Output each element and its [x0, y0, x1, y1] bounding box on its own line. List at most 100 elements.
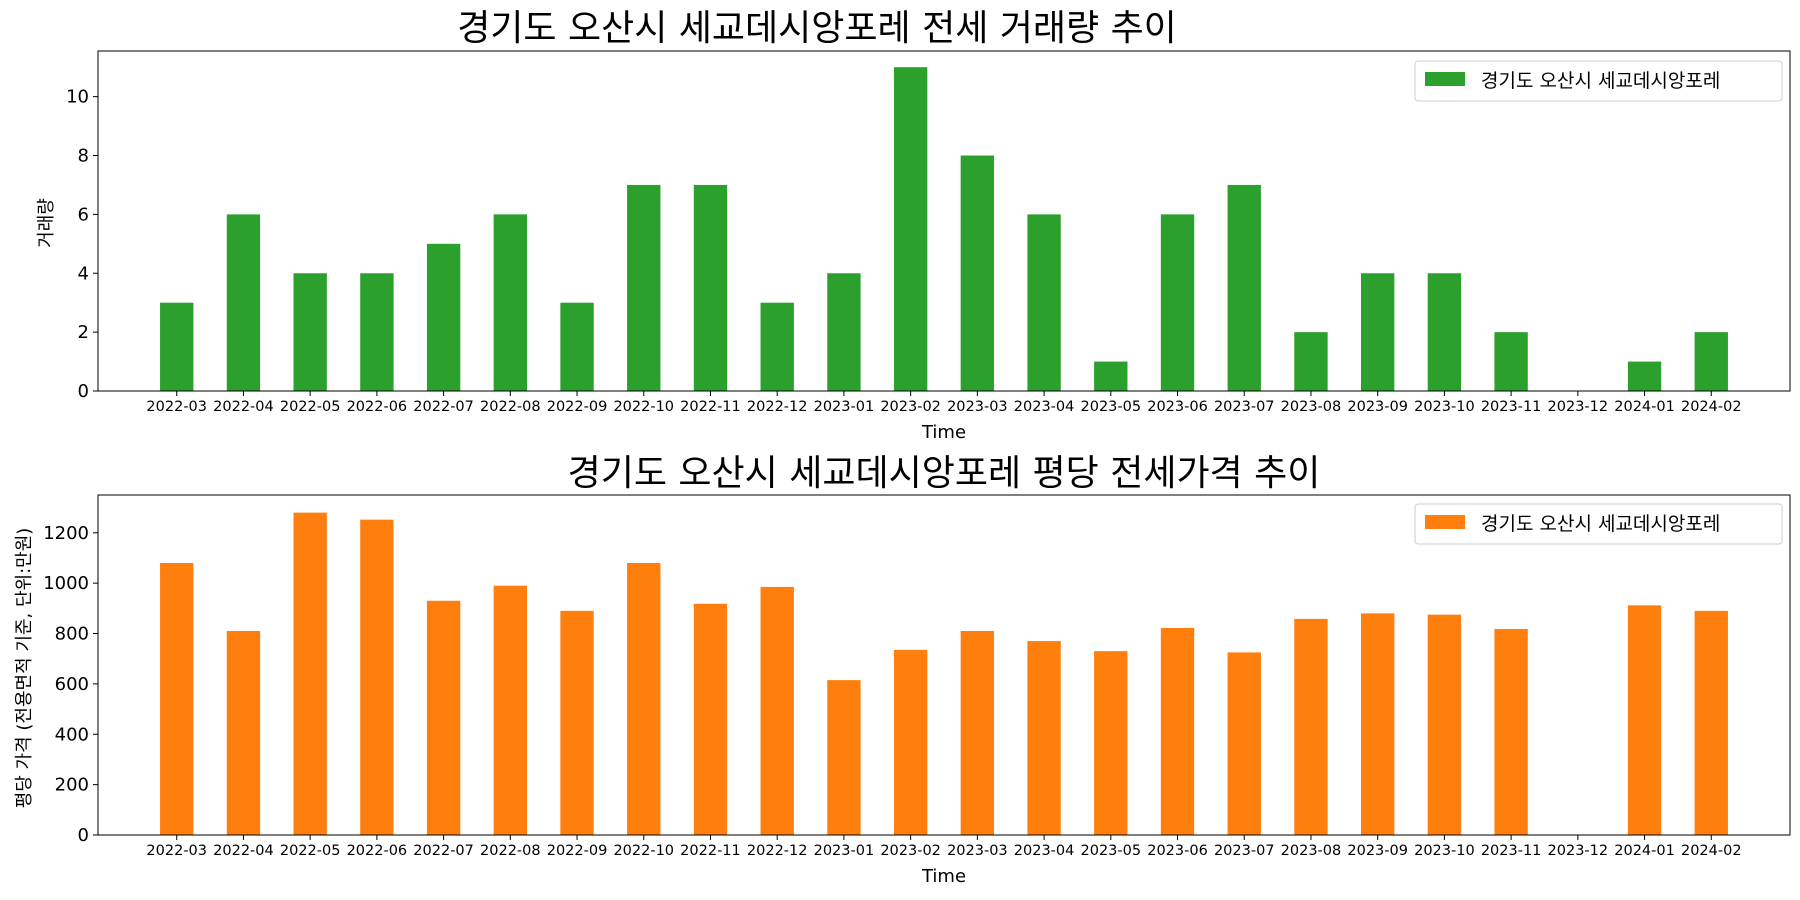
plot-area: 0 200 400 600 800 1000 1200 2022-03 2022-04 2022-… [43, 494, 1791, 859]
bar [1160, 627, 1195, 835]
x-tick-label: 2022-04 [213, 843, 274, 859]
bar [160, 563, 194, 835]
y-tick-label: 6 [78, 204, 89, 225]
x-tick-label: 2024-01 [1614, 843, 1675, 859]
bar [360, 273, 394, 391]
bar [293, 512, 327, 835]
y-tick-label: 0 [78, 825, 89, 846]
bar [560, 610, 594, 835]
y-tick-label: 200 [55, 775, 89, 796]
legend: 경기도 오산시 세교데시앙포레 [1414, 503, 1783, 545]
x-tick-label: 2023-11 [1481, 399, 1542, 415]
bar [760, 586, 794, 835]
x-tick-label: 2023-12 [1548, 843, 1609, 859]
legend-swatch [1425, 72, 1465, 86]
x-tick-label: 2022-10 [613, 843, 674, 859]
legend-label: 경기도 오산시 세교데시앙포레 [1481, 70, 1720, 92]
y-tick-label: 8 [78, 146, 89, 167]
bar [226, 214, 261, 391]
x-tick-label: 2023-05 [1081, 843, 1142, 859]
x-tick-label: 2024-01 [1614, 399, 1675, 415]
bar [160, 302, 194, 391]
bar [1694, 610, 1728, 835]
y-tick-label: 1000 [43, 573, 89, 594]
x-tick-label: 2023-09 [1347, 399, 1408, 415]
bar [1361, 273, 1395, 391]
x-tick-label: 2022-08 [480, 399, 541, 415]
bar [1694, 332, 1728, 391]
x-tick-label: 2023-05 [1081, 399, 1142, 415]
bar [1294, 332, 1328, 391]
x-tick-label: 2022-07 [413, 843, 474, 859]
x-tick-label: 2022-06 [347, 843, 408, 859]
x-tick-label: 2023-08 [1281, 399, 1342, 415]
x-tick-label: 2022-04 [213, 399, 274, 415]
bar [1627, 605, 1662, 835]
bar [627, 563, 661, 835]
x-tick-label: 2023-01 [814, 843, 875, 859]
x-tick-label: 2023-04 [1014, 843, 1075, 859]
volume-chart: 경기도 오산시 세교데시앙포레 전세 거래량 추이 Time 거래량 0 2 4 6 8… [36, 8, 1791, 443]
x-tick-label: 2022-08 [480, 843, 541, 859]
legend-label: 경기도 오산시 세교데시앙포레 [1481, 513, 1720, 535]
x-tick-label: 2022-03 [146, 843, 207, 859]
bar [426, 243, 461, 391]
x-tick-label: 2022-05 [280, 843, 341, 859]
y-axis-label: 평당 가격 (전용면적 기준, 단위:만원) [14, 528, 35, 809]
bar [693, 184, 728, 391]
x-tick-label: 2023-09 [1347, 843, 1408, 859]
bar [1094, 361, 1128, 391]
bar [760, 302, 794, 391]
y-tick-label: 2 [78, 322, 89, 343]
x-tick-label: 2023-01 [814, 399, 875, 415]
chart-title: 경기도 오산시 세교데시앙포레 평당 전세가격 추이 [568, 453, 1321, 494]
x-tick-label: 2023-06 [1147, 399, 1208, 415]
bar [360, 519, 394, 835]
x-tick-label: 2022-05 [280, 399, 341, 415]
y-tick-label: 600 [55, 674, 89, 695]
bar [960, 631, 995, 835]
bar [693, 603, 728, 835]
bar [1027, 641, 1061, 835]
legend-frame [1414, 60, 1783, 102]
y-tick-label: 10 [66, 87, 89, 108]
bar [1361, 613, 1395, 835]
bar [960, 155, 995, 391]
y-tick-label: 800 [55, 624, 89, 645]
bar [1227, 184, 1261, 391]
bar [1427, 273, 1462, 391]
x-tick-label: 2023-03 [947, 399, 1008, 415]
y-tick-label: 4 [78, 263, 89, 284]
bar [426, 600, 461, 835]
price-chart: 경기도 오산시 세교데시앙포레 평당 전세가격 추이 Time 평당 가격 (전… [14, 453, 1791, 887]
bar [827, 273, 861, 391]
x-tick-label: 2023-11 [1481, 843, 1542, 859]
x-tick-label: 2023-12 [1548, 399, 1609, 415]
bar [226, 631, 261, 835]
plot-frame [97, 50, 1791, 392]
bar [627, 184, 661, 391]
legend-frame [1414, 503, 1783, 545]
bar [1494, 628, 1528, 835]
bar [293, 273, 327, 391]
bar [560, 302, 594, 391]
y-tick-label: 1200 [43, 523, 89, 544]
y-axis-label: 거래량 [36, 198, 57, 248]
x-tick-label: 2022-11 [680, 399, 741, 415]
bar [1427, 614, 1462, 835]
x-tick-label: 2023-07 [1214, 843, 1275, 859]
bar [1160, 214, 1195, 391]
plot-area: 0 2 4 6 8 10 2022-03 2022-04 2022-05 2022-06 2022-… [66, 50, 1791, 415]
x-tick-label: 2022-09 [547, 843, 608, 859]
bar [827, 680, 861, 835]
plot-frame [97, 494, 1791, 836]
bar [1027, 214, 1061, 391]
x-tick-label: 2022-10 [613, 399, 674, 415]
x-tick-label: 2022-09 [547, 399, 608, 415]
x-tick-label: 2022-12 [747, 843, 808, 859]
x-tick-label: 2023-02 [880, 843, 941, 859]
x-tick-label: 2022-12 [747, 399, 808, 415]
x-tick-label: 2023-10 [1414, 843, 1475, 859]
